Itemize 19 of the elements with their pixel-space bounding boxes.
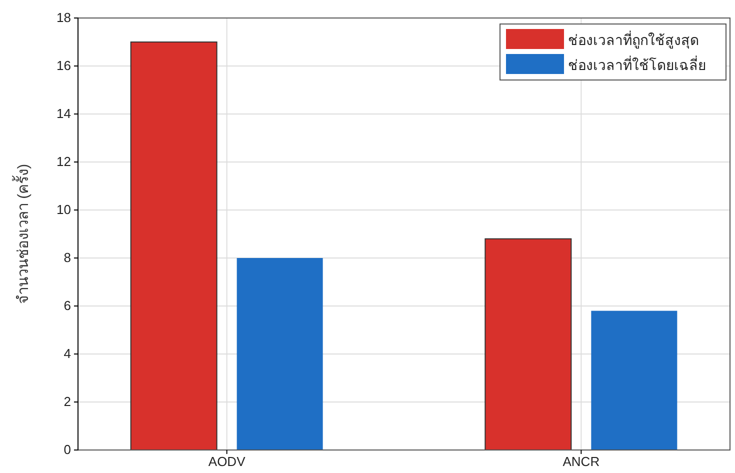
bar (236, 258, 323, 450)
y-tick-label: 6 (64, 298, 71, 314)
bar (484, 238, 572, 450)
bar (591, 310, 678, 450)
y-tick-label: 10 (56, 202, 71, 218)
legend-label: ช่องเวลาที่ใช้โดยเฉลี่ย (568, 56, 706, 73)
bar (130, 42, 218, 450)
y-tick-label: 14 (56, 106, 71, 122)
x-tick-label: ANCR (562, 454, 600, 470)
y-axis-title: จำนวนช่องเวลา (ครั้ง) (12, 164, 32, 304)
y-tick-label: 4 (64, 346, 71, 362)
y-tick-label: 16 (56, 58, 71, 74)
y-tick-label: 8 (64, 250, 71, 266)
x-tick-label: AODV (208, 454, 246, 470)
y-tick-label: 2 (64, 394, 71, 410)
y-tick-label: 0 (64, 442, 71, 458)
y-tick-label: 18 (56, 10, 71, 26)
legend-label: ช่องเวลาที่ถูกใช้สูงสุด (568, 31, 699, 49)
y-tick-label: 12 (56, 154, 71, 170)
